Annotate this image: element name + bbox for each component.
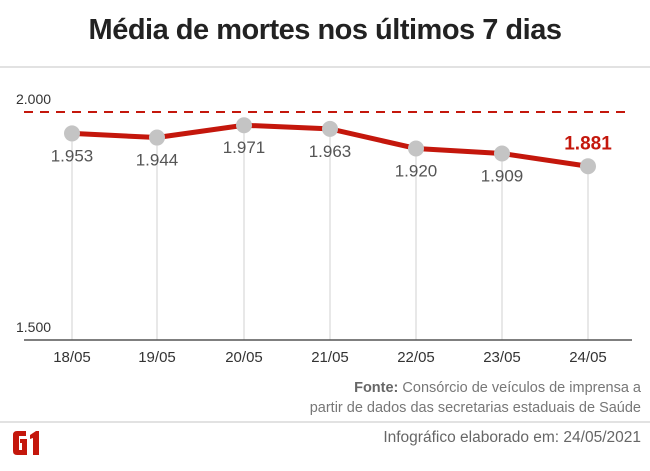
x-tick-label: 23/05 xyxy=(483,349,521,366)
x-tick-label: 20/05 xyxy=(225,349,263,366)
x-tick-label: 21/05 xyxy=(311,349,349,366)
data-point xyxy=(408,140,424,157)
data-point xyxy=(494,145,510,162)
source-line2: partir de dados das secretarias estaduai… xyxy=(309,400,641,416)
data-point xyxy=(322,120,338,137)
source-note: Fonte: Consórcio de veículos de imprensa… xyxy=(310,378,641,418)
data-label: 1.953 xyxy=(51,146,94,165)
y-tick-label: 1.500 xyxy=(16,319,51,335)
footer-date: Infográfico elaborado em: 24/05/2021 xyxy=(383,429,641,446)
data-label: 1.920 xyxy=(395,161,438,180)
data-point xyxy=(149,129,165,146)
g1-logo xyxy=(13,431,39,455)
x-tick-label: 22/05 xyxy=(397,349,435,366)
x-tick-label: 24/05 xyxy=(569,349,607,366)
data-point xyxy=(580,158,596,175)
data-label: 1.909 xyxy=(481,166,524,185)
y-tick-label: 2.000 xyxy=(16,91,51,107)
source-line1: Consórcio de veículos de imprensa a xyxy=(402,380,641,396)
x-tick-label: 19/05 xyxy=(138,349,176,366)
source-label: Fonte: xyxy=(354,380,399,396)
title-divider xyxy=(0,66,650,68)
footer-divider xyxy=(0,421,650,423)
x-tick-label: 18/05 xyxy=(53,349,91,366)
data-label: 1.971 xyxy=(223,138,266,157)
data-point xyxy=(64,125,80,142)
data-label: 1.944 xyxy=(136,151,179,170)
chart-title: Média de mortes nos últimos 7 dias xyxy=(88,14,562,46)
data-label: 1.963 xyxy=(309,142,352,161)
data-label-highlight: 1.881 xyxy=(564,133,612,154)
data-point xyxy=(236,117,252,134)
